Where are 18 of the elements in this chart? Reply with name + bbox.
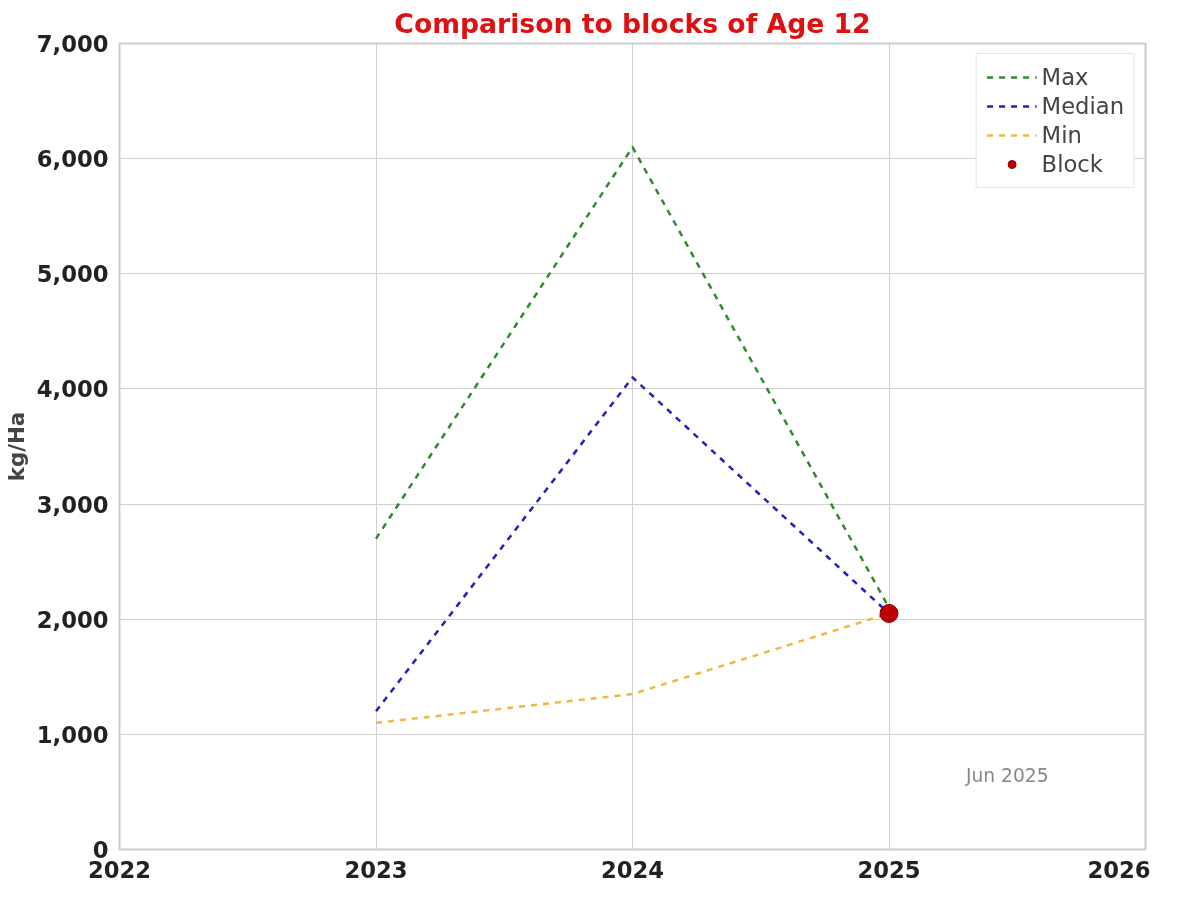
chart-title: Comparison to blocks of Age 12 [394,7,871,39]
y-tick-label: 6,000 [36,146,109,173]
y-tick-label: 5,000 [36,261,109,288]
legend-label: Max [1041,64,1089,90]
y-tick-label: 1,000 [36,721,109,748]
annotation: Jun 2025 [964,765,1049,787]
x-tick-label: 2026 [1087,856,1151,883]
x-tick-label: 2024 [600,856,665,883]
legend-label: Median [1041,93,1124,119]
y-tick-label: 3,000 [36,491,109,518]
x-tick-label: 2025 [857,856,921,883]
legend-label: Min [1041,122,1082,148]
y-tick-label: 4,000 [36,376,109,403]
y-axis-title: kg/Ha [3,411,29,482]
legend-label: Block [1041,151,1103,177]
x-tick-label: 2023 [344,856,408,883]
y-tick-label: 2,000 [36,606,109,633]
y-tick-label: 7,000 [36,31,109,57]
